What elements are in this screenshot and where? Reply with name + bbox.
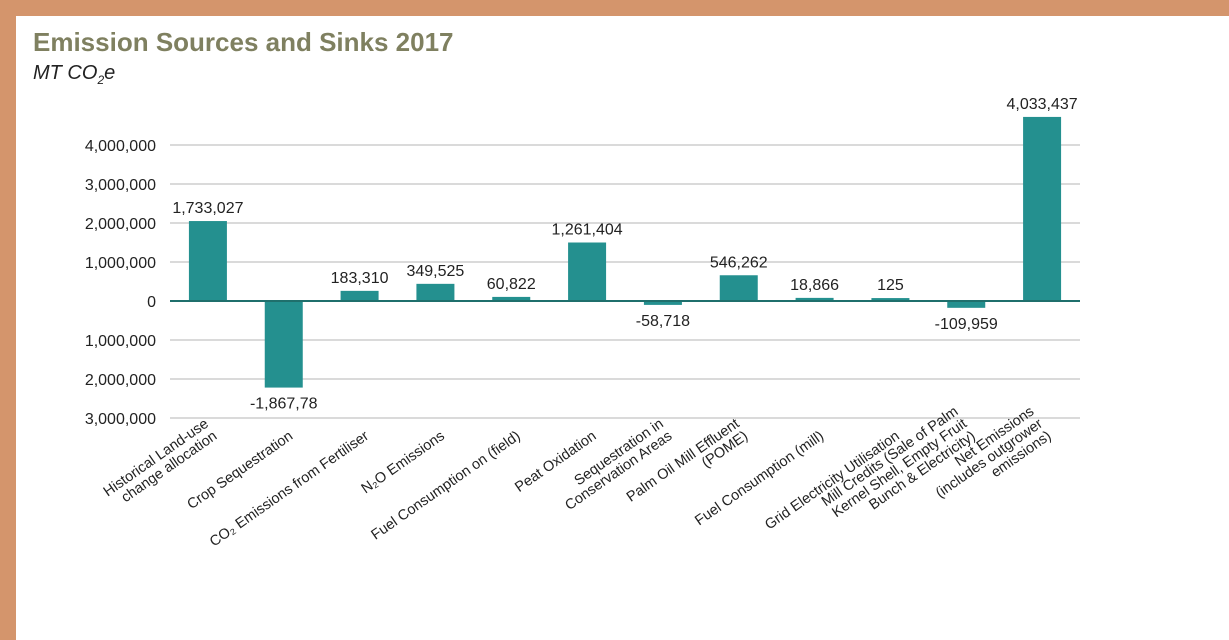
y-tick-label: 1,000,000 (85, 333, 156, 350)
data-label: 18,866 (790, 277, 839, 294)
data-label: 4,033,437 (1006, 96, 1077, 113)
data-label: 1,733,027 (172, 200, 243, 217)
data-label: 125 (877, 277, 904, 294)
data-label: 60,822 (487, 276, 536, 293)
bars (188, 116, 1062, 388)
data-labels: 1,733,027 -1,867,78 183,310 349,525 60,822 1,… (172, 96, 1077, 413)
bar (264, 301, 303, 388)
y-tick-label: 2,000,000 (85, 216, 156, 233)
y-tick-label: 1,000,000 (85, 255, 156, 272)
gridlines (170, 144, 1080, 419)
x-category-label-line: Fuel Consumption on (field) (368, 428, 523, 543)
x-category-label: Sequestration inConservation Areas (554, 416, 675, 514)
bar (947, 301, 986, 308)
data-label: 183,310 (331, 270, 389, 287)
bar (719, 275, 758, 301)
x-category-label: CO₂ Emissions from Fertiliser (207, 428, 372, 550)
y-tick-label: 2,000,000 (85, 372, 156, 389)
y-tick-label: 4,000,000 (85, 138, 156, 155)
bar (1023, 116, 1062, 301)
x-category-label: Fuel Consumption on (field) (368, 428, 523, 543)
data-label: -109,959 (935, 316, 998, 333)
bar (795, 297, 834, 301)
unit-sub: 2 (97, 73, 105, 87)
bar (188, 221, 227, 301)
bar (871, 298, 910, 301)
y-tick-label: 3,000,000 (85, 177, 156, 194)
unit-main: MT CO (33, 62, 98, 84)
data-label: -58,718 (636, 313, 690, 330)
bar (643, 301, 682, 305)
unit-end: e (104, 62, 116, 84)
bar (416, 283, 455, 301)
y-tick-label: 0 (147, 294, 156, 311)
x-axis-category-labels: Historical Land-usechange allocationCrop… (101, 404, 1055, 551)
data-label: -1,867,78 (250, 396, 318, 413)
y-tick-label: 3,000,000 (85, 411, 156, 428)
data-label: 349,525 (406, 263, 464, 280)
y-axis-tick-labels: 4,000,000 3,000,000 2,000,000 1,000,000 0 1,0… (85, 138, 156, 428)
bar (340, 290, 379, 301)
bar (568, 242, 607, 301)
chart-unit: MT CO2e (33, 62, 115, 87)
data-label: 546,262 (710, 254, 768, 271)
bar (492, 296, 531, 301)
data-label: 1,261,404 (551, 222, 622, 239)
x-category-label-line: CO₂ Emissions from Fertiliser (207, 428, 372, 550)
chart-title: Emission Sources and Sinks 2017 (33, 27, 454, 57)
